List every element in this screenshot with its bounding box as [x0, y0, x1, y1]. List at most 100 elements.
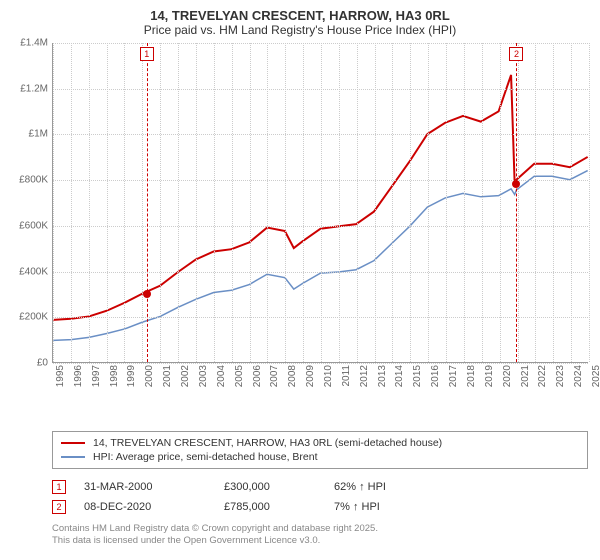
gridline-v — [321, 43, 322, 362]
transaction-pct: 7% ↑ HPI — [334, 501, 434, 513]
gridline-v — [446, 43, 447, 362]
gridline-v — [250, 43, 251, 362]
transaction-row: 2 08-DEC-2020£785,0007% ↑ HPI — [52, 497, 588, 517]
transaction-dot — [143, 290, 151, 298]
x-tick-label: 2002 — [180, 365, 191, 387]
transaction-marker-box: 1 — [140, 47, 154, 61]
plot-area: 12 — [52, 43, 588, 363]
y-tick-label: £1.4M — [20, 38, 48, 49]
x-tick-label: 1995 — [55, 365, 66, 387]
legend: 14, TREVELYAN CRESCENT, HARROW, HA3 0RL … — [52, 431, 588, 469]
x-tick-label: 1997 — [91, 365, 102, 387]
transaction-line — [147, 43, 148, 362]
y-tick-label: £400K — [19, 266, 48, 277]
x-tick-label: 2018 — [466, 365, 477, 387]
x-tick-label: 2021 — [520, 365, 531, 387]
x-tick-label: 2007 — [269, 365, 280, 387]
x-tick-label: 2017 — [448, 365, 459, 387]
legend-label: HPI: Average price, semi-detached house,… — [93, 451, 318, 463]
x-tick-label: 2010 — [323, 365, 334, 387]
legend-label: 14, TREVELYAN CRESCENT, HARROW, HA3 0RL … — [93, 437, 442, 449]
x-tick-label: 2019 — [484, 365, 495, 387]
y-axis-labels: £0£200K£400K£600K£800K£1M£1.2M£1.4M — [10, 43, 50, 363]
chart-container: 14, TREVELYAN CRESCENT, HARROW, HA3 0RL … — [0, 0, 600, 560]
x-tick-label: 2024 — [573, 365, 584, 387]
chart-title: 14, TREVELYAN CRESCENT, HARROW, HA3 0RL — [10, 8, 590, 23]
x-tick-label: 2008 — [287, 365, 298, 387]
attribution-line1: Contains HM Land Registry data © Crown c… — [52, 523, 590, 535]
gridline-v — [482, 43, 483, 362]
attribution-line2: This data is licensed under the Open Gov… — [52, 535, 590, 547]
transaction-pct: 62% ↑ HPI — [334, 481, 434, 493]
y-tick-label: £1.2M — [20, 83, 48, 94]
gridline-v — [535, 43, 536, 362]
gridline-v — [518, 43, 519, 362]
gridline-v — [285, 43, 286, 362]
transaction-idx: 2 — [52, 500, 66, 514]
gridline-v — [232, 43, 233, 362]
gridline-v — [357, 43, 358, 362]
x-tick-label: 2022 — [537, 365, 548, 387]
x-tick-label: 2025 — [591, 365, 600, 387]
chart-subtitle: Price paid vs. HM Land Registry's House … — [10, 23, 590, 37]
x-tick-label: 2004 — [216, 365, 227, 387]
x-tick-label: 2000 — [144, 365, 155, 387]
gridline-v — [214, 43, 215, 362]
x-tick-label: 2012 — [359, 365, 370, 387]
gridline-v — [500, 43, 501, 362]
y-tick-label: £0 — [37, 358, 48, 369]
y-tick-label: £600K — [19, 220, 48, 231]
gridline-v — [142, 43, 143, 362]
x-tick-label: 2011 — [341, 365, 352, 387]
y-tick-label: £1M — [29, 129, 48, 140]
legend-swatch — [61, 442, 85, 444]
gridline-v — [160, 43, 161, 362]
gridline-v — [53, 43, 54, 362]
gridline-v — [392, 43, 393, 362]
gridline-v — [571, 43, 572, 362]
x-axis-labels: 1995 1996 1997 1998 1999 2000 2001 2002 2003 2004… — [52, 365, 588, 395]
gridline-v — [267, 43, 268, 362]
transaction-line — [516, 43, 517, 362]
x-tick-label: 1996 — [73, 365, 84, 387]
transaction-row: 131-MAR-2000£300,00062% ↑ HPI — [52, 477, 588, 497]
x-tick-label: 2013 — [377, 365, 388, 387]
gridline-v — [71, 43, 72, 362]
x-tick-label: 2005 — [234, 365, 245, 387]
x-tick-label: 2006 — [252, 365, 263, 387]
transaction-dot — [512, 180, 520, 188]
transactions-table: 131-MAR-2000£300,00062% ↑ HPI 2 08-DEC-202… — [52, 477, 588, 517]
transaction-date: 08-DEC-2020 — [84, 501, 224, 513]
gridline-v — [553, 43, 554, 362]
transaction-idx: 1 — [52, 480, 66, 494]
legend-row: HPI: Average price, semi-detached house,… — [61, 450, 579, 464]
transaction-price: £300,000 — [224, 481, 334, 493]
chart-area: £0£200K£400K£600K£800K£1M£1.2M£1.4M 12 1… — [10, 43, 590, 393]
y-tick-label: £800K — [19, 175, 48, 186]
gridline-v — [196, 43, 197, 362]
x-tick-label: 2001 — [162, 365, 173, 387]
x-tick-label: 2003 — [198, 365, 209, 387]
gridline-v — [410, 43, 411, 362]
attribution: Contains HM Land Registry data © Crown c… — [52, 523, 590, 548]
transaction-price: £785,000 — [224, 501, 334, 513]
x-tick-label: 2020 — [502, 365, 513, 387]
gridline-v — [589, 43, 590, 362]
gridline-h — [53, 363, 588, 364]
gridline-v — [339, 43, 340, 362]
transaction-marker-box: 2 — [509, 47, 523, 61]
x-tick-label: 1999 — [126, 365, 137, 387]
x-tick-label: 2009 — [305, 365, 316, 387]
gridline-v — [303, 43, 304, 362]
y-tick-label: £200K — [19, 312, 48, 323]
gridline-v — [107, 43, 108, 362]
gridline-v — [178, 43, 179, 362]
gridline-v — [89, 43, 90, 362]
x-tick-label: 1998 — [109, 365, 120, 387]
gridline-v — [124, 43, 125, 362]
legend-row: 14, TREVELYAN CRESCENT, HARROW, HA3 0RL … — [61, 436, 579, 450]
x-tick-label: 2014 — [394, 365, 405, 387]
gridline-v — [464, 43, 465, 362]
x-tick-label: 2015 — [412, 365, 423, 387]
x-tick-label: 2016 — [430, 365, 441, 387]
